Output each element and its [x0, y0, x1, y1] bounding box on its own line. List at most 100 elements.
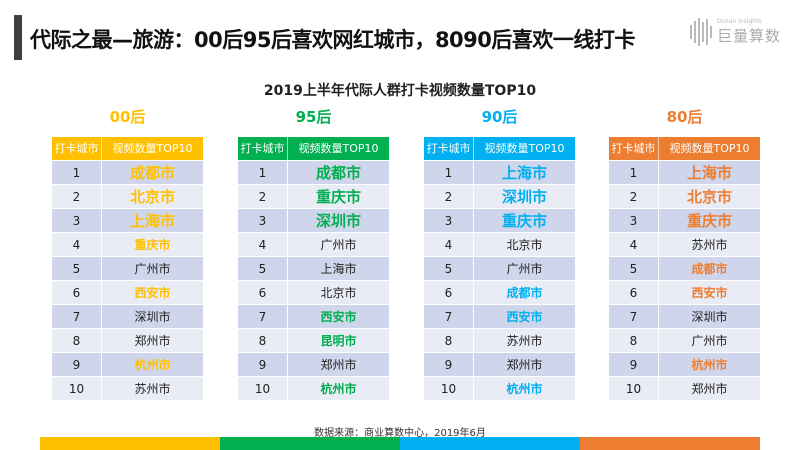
table-row: 1 上海市	[609, 160, 760, 184]
rank: 8	[52, 329, 102, 352]
table-row: 10 苏州市	[52, 376, 203, 400]
bottom-bar-segment	[400, 437, 580, 450]
rank: 4	[609, 233, 659, 256]
city-name: 北京市	[506, 238, 543, 252]
rank: 1	[52, 161, 102, 184]
city-name: 杭州市	[320, 382, 357, 396]
table-row: 6 西安市	[52, 280, 203, 304]
city-name: 成都市	[315, 164, 361, 182]
city-name: 广州市	[134, 262, 171, 276]
table-row: 7 西安市	[238, 304, 389, 328]
data-source: 数据来源：商业算数中心，2019年6月	[314, 428, 486, 439]
logo-subtext: Ocean Insights	[717, 18, 762, 25]
rank: 1	[238, 161, 288, 184]
table-header: 打卡城市 视频数量TOP10	[52, 137, 203, 160]
table-row: 8 广州市	[609, 328, 760, 352]
table-row: 5 上海市	[238, 256, 389, 280]
rank: 1	[424, 161, 474, 184]
rank: 3	[238, 209, 288, 232]
bottom-color-bar	[40, 437, 760, 450]
city-name: 成都市	[506, 286, 543, 300]
rank: 5	[424, 257, 474, 280]
table-row: 5 广州市	[424, 256, 575, 280]
rank: 7	[609, 305, 659, 328]
city-name: 重庆市	[315, 188, 361, 206]
table-row: 2 深圳市	[424, 184, 575, 208]
city-name: 上海市	[320, 262, 357, 276]
logo-bars-icon	[690, 18, 712, 46]
table-row: 9 郑州市	[424, 352, 575, 376]
table-header: 打卡城市 视频数量TOP10	[609, 137, 760, 160]
table-row: 4 广州市	[238, 232, 389, 256]
header-city: 打卡城市	[609, 137, 659, 160]
city-name: 成都市	[691, 262, 728, 276]
rank: 6	[238, 281, 288, 304]
city-name: 杭州市	[506, 382, 543, 396]
table-row: 5 广州市	[52, 256, 203, 280]
rank: 8	[238, 329, 288, 352]
bottom-bar-segment	[220, 437, 400, 450]
header-video-count: 视频数量TOP10	[112, 142, 193, 155]
city-name: 西安市	[134, 286, 171, 300]
logo-text: 巨量算数	[717, 27, 782, 45]
table-row: 3 重庆市	[424, 208, 575, 232]
table-row: 2 重庆市	[238, 184, 389, 208]
city-name: 重庆市	[134, 238, 171, 252]
table-row: 7 深圳市	[609, 304, 760, 328]
generation-label: 90后	[481, 108, 518, 126]
table-header: 打卡城市 视频数量TOP10	[424, 137, 575, 160]
rank: 1	[609, 161, 659, 184]
rank: 10	[52, 377, 102, 400]
city-name: 苏州市	[506, 334, 543, 348]
generation-label: 80后	[666, 108, 703, 126]
city-name: 深圳市	[501, 188, 547, 206]
rank: 3	[424, 209, 474, 232]
table-row: 2 北京市	[609, 184, 760, 208]
rank: 8	[424, 329, 474, 352]
city-name: 深圳市	[315, 212, 361, 230]
title-accent-bar	[14, 15, 22, 60]
city-name: 郑州市	[691, 382, 728, 396]
table-title: 2019上半年代际人群打卡视频数量TOP10	[263, 83, 537, 99]
city-name: 重庆市	[501, 212, 547, 230]
rank: 4	[52, 233, 102, 256]
table-row: 4 北京市	[424, 232, 575, 256]
city-name: 上海市	[501, 164, 547, 182]
rank: 5	[52, 257, 102, 280]
city-name: 苏州市	[691, 238, 728, 252]
city-name: 杭州市	[134, 358, 171, 372]
generation-label: 95后	[295, 108, 332, 126]
city-name: 广州市	[691, 334, 728, 348]
city-name: 上海市	[129, 212, 175, 230]
table-header: 打卡城市 视频数量TOP10	[238, 137, 389, 160]
table-row: 6 成都市	[424, 280, 575, 304]
city-name: 广州市	[320, 238, 357, 252]
header-video-count: 视频数量TOP10	[669, 142, 750, 155]
table-row: 1 成都市	[238, 160, 389, 184]
city-name: 杭州市	[691, 358, 728, 372]
ranking-table: 打卡城市 视频数量TOP10 1 上海市 2 深圳市 3 重庆市 4 北京市 5 广州市 6 成都市 7 西安…	[424, 137, 575, 400]
rank: 3	[609, 209, 659, 232]
header-city: 打卡城市	[424, 137, 474, 160]
table-row: 4 苏州市	[609, 232, 760, 256]
rank: 7	[52, 305, 102, 328]
header-city: 打卡城市	[238, 137, 288, 160]
bottom-bar-segment	[40, 437, 220, 450]
table-row: 9 杭州市	[52, 352, 203, 376]
rank: 7	[424, 305, 474, 328]
rank: 6	[424, 281, 474, 304]
rank: 10	[609, 377, 659, 400]
rank: 9	[424, 353, 474, 376]
city-name: 上海市	[686, 164, 732, 182]
header-video-count: 视频数量TOP10	[298, 142, 379, 155]
bottom-bar-segment	[580, 437, 760, 450]
rank: 9	[609, 353, 659, 376]
table-row: 1 成都市	[52, 160, 203, 184]
city-name: 北京市	[686, 188, 732, 206]
rank: 10	[238, 377, 288, 400]
header-city: 打卡城市	[52, 137, 102, 160]
table-row: 9 杭州市	[609, 352, 760, 376]
rank: 3	[52, 209, 102, 232]
table-row: 8 郑州市	[52, 328, 203, 352]
rank: 5	[238, 257, 288, 280]
